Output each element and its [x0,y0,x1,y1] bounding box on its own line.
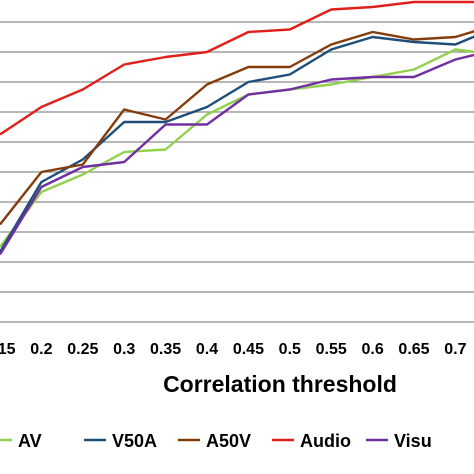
x-tick-label: 0.6 [361,341,383,358]
series-line-v50a [0,35,474,253]
x-tick-label: 0.35 [150,341,181,358]
x-tick-label: 0.65 [398,341,429,358]
series-line-visual [0,53,474,256]
legend-label-v50a: V50A [112,431,157,451]
series-line-audio [0,0,474,136]
x-tick-label: 0.2 [30,341,52,358]
gridlines [0,21,474,323]
x-tick-label: 0.7 [444,341,466,358]
series-line-a50v [0,30,474,226]
legend-label-visual: Visu [394,431,432,451]
series-lines [0,0,474,256]
legend-label-av: AV [18,431,42,451]
x-tick-label: 0.55 [316,341,347,358]
x-tick-label: 0.3 [113,341,135,358]
legend-label-audio: Audio [300,431,351,451]
x-tick-label: 0.45 [233,341,264,358]
legend: AV V50A A50V Audio Visu [0,431,432,451]
legend-label-a50v: A50V [206,431,251,451]
x-axis-title: Correlation threshold [163,371,397,397]
x-tick-label: 0.15 [0,341,16,358]
x-tick-label: 0.5 [279,341,301,358]
x-tick-labels: 0.15 0.2 0.25 0.3 0.35 0.4 0.45 0.5 0.55 0.6 0.65 0… [0,341,467,358]
x-tick-label: 0.25 [67,341,98,358]
x-tick-label: 0.4 [196,341,218,358]
series-line-av [0,48,474,248]
